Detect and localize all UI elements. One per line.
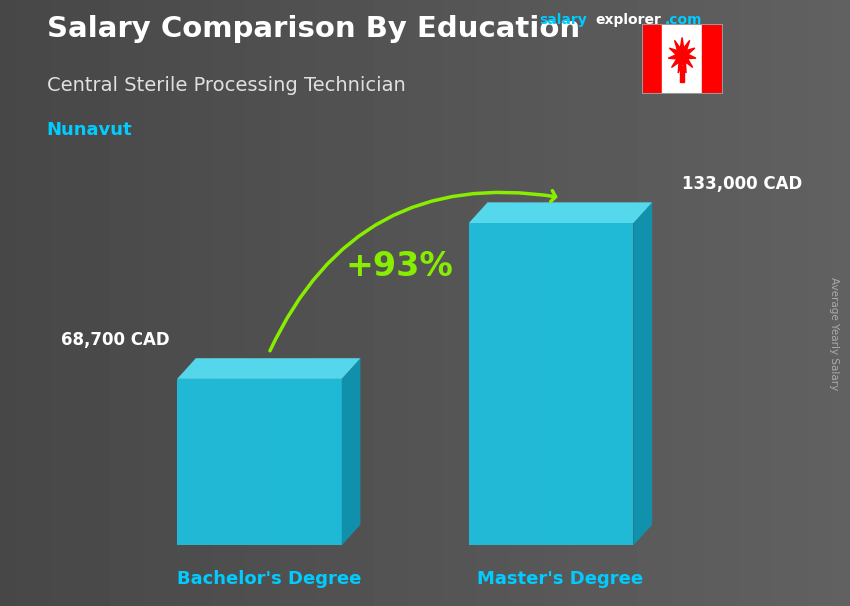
Text: +93%: +93% [346,250,454,282]
Text: Salary Comparison By Education: Salary Comparison By Education [47,15,580,43]
Polygon shape [668,38,696,73]
Text: Master's Degree: Master's Degree [478,570,643,588]
Text: 133,000 CAD: 133,000 CAD [682,175,802,193]
Bar [702,24,722,94]
Text: salary: salary [540,13,587,27]
Text: Bachelor's Degree: Bachelor's Degree [177,570,361,588]
Text: Central Sterile Processing Technician: Central Sterile Processing Technician [47,76,405,95]
Bar [680,66,684,82]
Polygon shape [177,379,342,545]
Bar [662,24,702,94]
Text: explorer: explorer [595,13,661,27]
Polygon shape [342,358,360,545]
Polygon shape [469,223,633,545]
Text: Average Yearly Salary: Average Yearly Salary [829,277,839,390]
Polygon shape [633,202,652,545]
Polygon shape [177,358,360,379]
Text: 68,700 CAD: 68,700 CAD [61,330,170,348]
Bar [642,24,662,94]
Polygon shape [469,202,652,223]
Text: .com: .com [665,13,702,27]
Text: Nunavut: Nunavut [47,121,133,139]
